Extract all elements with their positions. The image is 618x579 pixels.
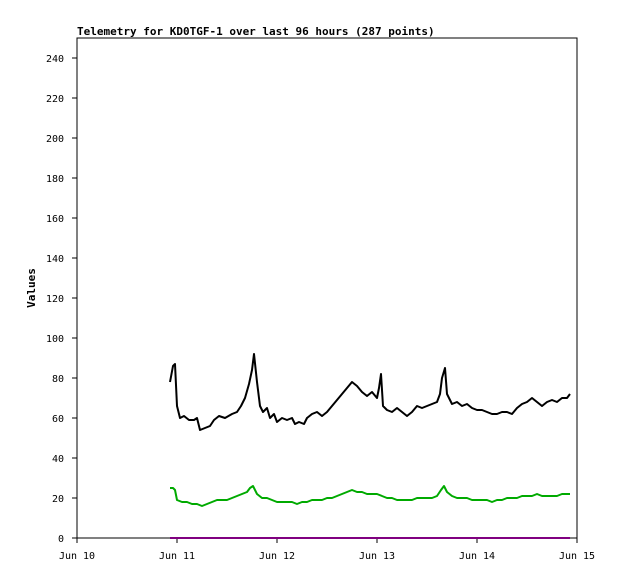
y-tick-label: 60 [52, 414, 64, 425]
y-tick-label: 180 [46, 174, 64, 185]
x-tick-label: Jun 13 [359, 551, 395, 562]
y-axis-ticks: 0 20 40 60 80 100 120 140 160 180 200 220 240 [46, 54, 77, 545]
series-line-2 [170, 485, 570, 507]
y-tick-label: 40 [52, 454, 64, 465]
y-tick-label: 0 [58, 534, 64, 545]
y-tick-label: 20 [52, 494, 64, 505]
series-layer [169, 353, 571, 539]
y-tick-label: 220 [46, 94, 64, 105]
x-tick-label: Jun 10 [59, 551, 95, 562]
plot-area [76, 37, 578, 539]
x-tick-label: Jun 15 [559, 551, 595, 562]
y-tick-label: 80 [52, 374, 64, 385]
y-tick-label: 200 [46, 134, 64, 145]
y-tick-label: 140 [46, 254, 64, 265]
y-tick-label: 120 [46, 294, 64, 305]
y-axis-label: Values [25, 268, 38, 308]
y-tick-label: 100 [46, 334, 64, 345]
x-tick-label: Jun 14 [459, 551, 495, 562]
x-tick-label: Jun 11 [159, 551, 195, 562]
series-line-1 [169, 353, 571, 431]
x-axis-ticks: Jun 10 Jun 11 Jun 12 Jun 13 Jun 14 Jun 15 [59, 538, 595, 562]
y-tick-label: 160 [46, 214, 64, 225]
x-tick-label: Jun 12 [259, 551, 295, 562]
y-tick-label: 240 [46, 54, 64, 65]
chart-title: Telemetry for KD0TGF-1 over last 96 hour… [77, 25, 435, 38]
